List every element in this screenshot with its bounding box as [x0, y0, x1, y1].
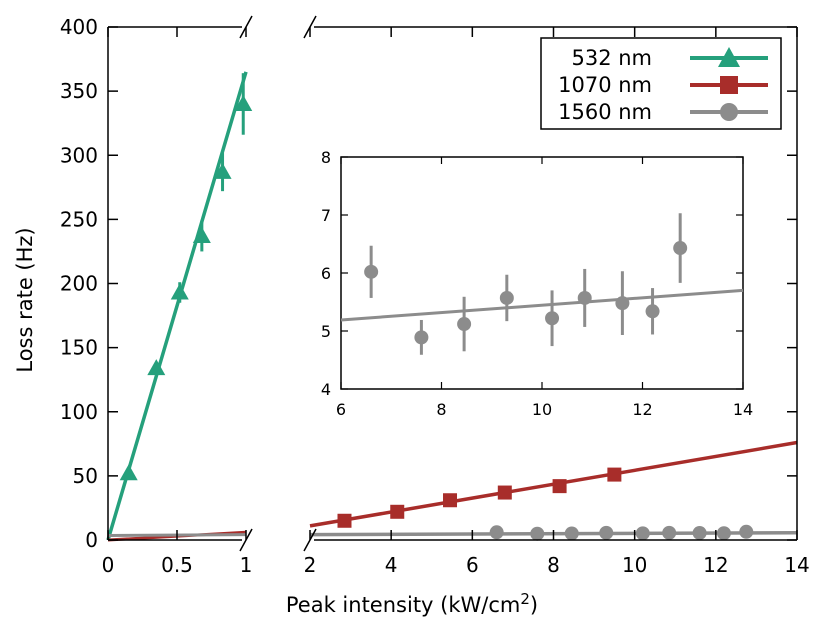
y-tick-label: 200: [60, 272, 98, 296]
legend-label: 1560 nm: [558, 100, 652, 124]
point-532-nm: [147, 359, 166, 376]
point-1560-nm: [739, 524, 754, 539]
legend-marker: [720, 103, 738, 121]
point-1070-nm: [552, 479, 567, 494]
legend: 532 nm 1070 nm 1560 nm: [540, 37, 782, 130]
x-tick-label: 10: [622, 553, 647, 577]
point-532-nm: [234, 94, 253, 111]
inset-y-tick-label: 6: [321, 264, 331, 283]
x-tick-label: 6: [466, 553, 479, 577]
point-1560-nm: [716, 526, 731, 541]
point-1560-nm: [599, 525, 614, 540]
x-tick-label: 1: [240, 553, 253, 577]
x-tick-label: 2: [304, 553, 317, 577]
y-tick-label: 50: [73, 464, 98, 488]
x-tick-label: 0.5: [161, 553, 193, 577]
inset-point: [364, 264, 379, 279]
inset-y-tick-label: 7: [321, 206, 331, 225]
inset-point: [545, 311, 560, 326]
legend-label: 1070 nm: [558, 73, 652, 97]
inset-point: [499, 290, 514, 305]
legend-marker: [720, 76, 738, 94]
y-tick-label: 0: [85, 528, 98, 552]
inset-x-tick-label: 8: [436, 400, 446, 419]
x-tick-label: 4: [385, 553, 398, 577]
inset-x-tick-label: 6: [336, 400, 346, 419]
point-1070-nm: [497, 485, 512, 500]
point-1560-nm: [564, 526, 579, 541]
inset-frame: [340, 156, 744, 390]
point-1560-nm: [692, 525, 707, 540]
legend-marker: [718, 47, 740, 67]
point-1070-nm: [443, 493, 458, 508]
x-axis-title: Peak intensity (kW/cm2): [286, 590, 538, 617]
inset-point: [577, 290, 592, 305]
point-1560-nm: [489, 525, 504, 540]
point-532-nm: [213, 162, 232, 179]
point-532-nm: [119, 464, 138, 481]
y-tick-label: 150: [60, 336, 98, 360]
inset-plot: 6 8 10 12 14 4 5 6 7 8: [321, 148, 753, 419]
x-axis-title-main: Peak intensity (kW/cm: [286, 593, 520, 617]
y-tick-label: 300: [60, 143, 98, 167]
x-tick-label: 14: [784, 553, 809, 577]
inset-x-tick-label: 10: [532, 400, 552, 419]
inset-point: [673, 241, 688, 256]
point-532-nm: [170, 283, 189, 300]
x-axis-title-close: ): [530, 593, 538, 617]
inset-y-tick-label: 4: [321, 380, 331, 399]
y-tick-label: 100: [60, 400, 98, 424]
x-tick-label: 8: [547, 553, 560, 577]
inset-x-tick-label: 14: [733, 400, 753, 419]
inset-x-tick-label: 12: [632, 400, 652, 419]
inset-point: [414, 330, 429, 345]
point-1070-nm: [607, 467, 622, 482]
x-axis-title-sup: 2: [520, 590, 530, 608]
y-tick-label: 250: [60, 207, 98, 231]
point-1560-nm: [662, 525, 677, 540]
point-1560-nm: [530, 526, 545, 541]
x-tick-label: 12: [703, 553, 728, 577]
point-532-nm: [192, 227, 211, 244]
y-tick-label: 350: [60, 79, 98, 103]
data-marks-layer: [119, 73, 754, 541]
legend-label: 532 nm: [571, 46, 652, 70]
inset-point: [615, 296, 630, 311]
inset-y-tick-label: 8: [321, 148, 331, 167]
fit-line-532-nm: [106, 71, 248, 541]
point-1070-nm: [337, 513, 352, 528]
inset-point: [457, 317, 472, 332]
x-tick-label: 0: [102, 553, 115, 577]
axis-labels-layer: Loss rate (Hz) Peak intensity (kW/cm2): [13, 227, 538, 617]
y-axis-title: Loss rate (Hz): [13, 227, 37, 372]
inset-fit-line: [340, 288, 744, 322]
inset-y-tick-label: 5: [321, 322, 331, 341]
inset-point: [645, 304, 660, 319]
y-tick-label: 400: [60, 15, 98, 39]
point-1560-nm: [635, 526, 650, 541]
point-1070-nm: [390, 504, 405, 519]
